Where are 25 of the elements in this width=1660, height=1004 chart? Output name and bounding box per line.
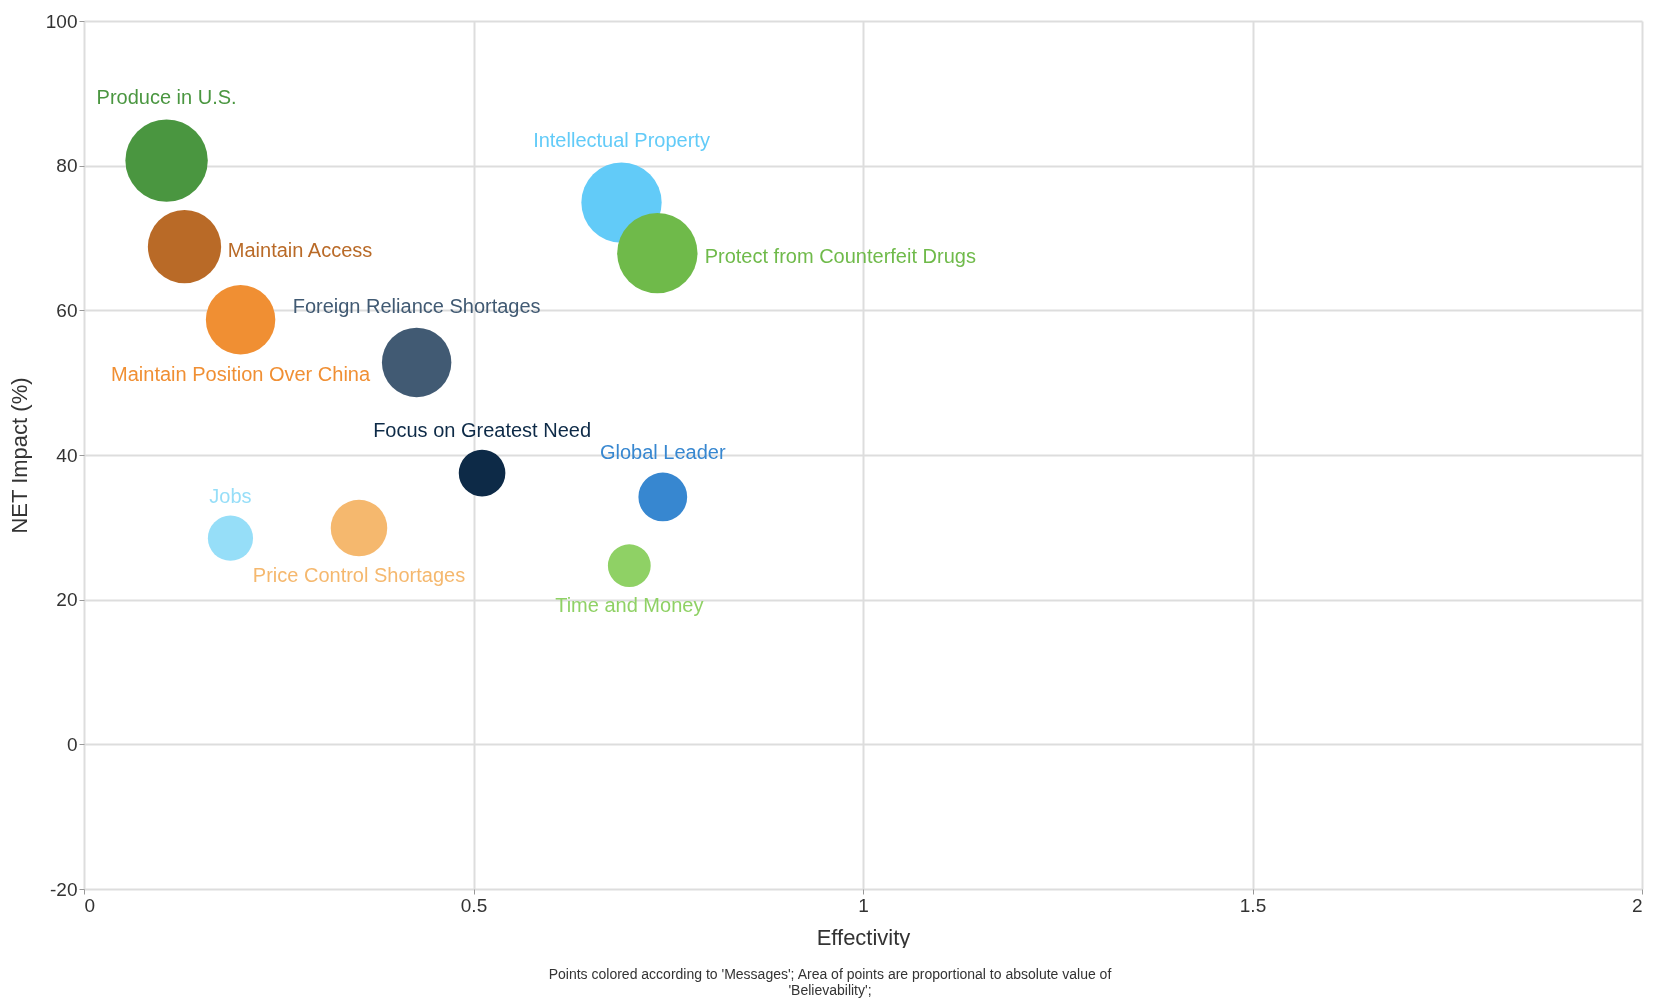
series-label: Time and Money	[555, 593, 704, 616]
series-label: Jobs	[209, 484, 252, 507]
y-tick-label: 0	[66, 733, 78, 755]
series-label: Intellectual Property	[533, 129, 710, 152]
series-label: Price Control Shortages	[252, 563, 466, 586]
series-label: Maintain Access	[227, 238, 373, 261]
text: Points colored according to 'Messages'; Area of points are proportional to absolute value of 'Believability';	[547, 966, 1113, 998]
series-label: Global Leader	[599, 441, 726, 464]
y-tick-label: 40	[56, 444, 78, 466]
series-label: Focus on Greatest Need	[373, 418, 592, 441]
x-tick-label: 1	[858, 894, 869, 916]
y-tick-label: 20	[56, 589, 78, 611]
series-label: Foreign Reliance Shortages	[292, 295, 541, 318]
x-tick-label: 1.5	[1239, 894, 1267, 916]
series-label: Maintain Position Over China	[111, 362, 371, 385]
series-label: Produce in U.S.	[96, 86, 237, 109]
series-label: Protect from Counterfeit Drugs	[704, 245, 976, 268]
y-tick-label: 60	[56, 299, 78, 321]
y-axis-title: NET Impact (%)	[6, 377, 32, 534]
y-tick-label: -20	[50, 878, 78, 900]
y-tick-label: 80	[56, 155, 78, 177]
y-tick-label: 100	[45, 10, 78, 32]
x-tick-label: 2	[1631, 894, 1643, 916]
x-tick-label: 0	[84, 894, 96, 916]
x-tick-label: 0.5	[460, 894, 488, 916]
